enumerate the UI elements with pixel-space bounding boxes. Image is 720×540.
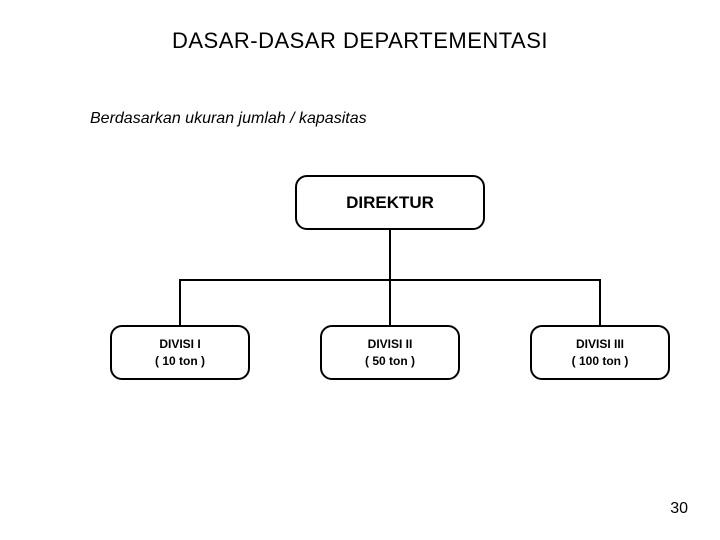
connector-line [389,279,391,325]
page-subtitle: Berdasarkan ukuran jumlah / kapasitas [90,110,367,128]
org-child-capacity: ( 10 ton ) [155,353,205,370]
page-number: 30 [670,500,688,518]
connector-line [179,279,181,325]
org-child-node: DIVISI II ( 50 ton ) [320,325,460,380]
org-root-node: DIREKTUR [295,175,485,230]
connector-line [599,279,601,325]
connector-line [389,230,391,280]
org-child-name: DIVISI III [576,336,624,353]
org-root-label: DIREKTUR [346,193,434,213]
org-child-node: DIVISI I ( 10 ton ) [110,325,250,380]
org-child-node: DIVISI III ( 100 ton ) [530,325,670,380]
org-child-capacity: ( 100 ton ) [572,353,629,370]
org-child-name: DIVISI II [368,336,413,353]
org-child-name: DIVISI I [159,336,200,353]
org-child-capacity: ( 50 ton ) [365,353,415,370]
page-title: DASAR-DASAR DEPARTEMENTASI [0,28,720,54]
